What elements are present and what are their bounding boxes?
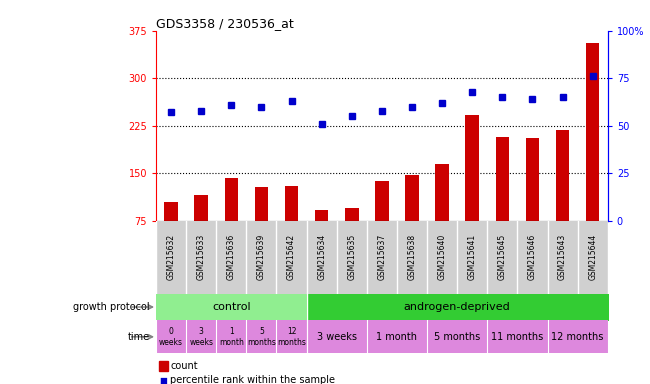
Bar: [367, 320, 427, 353]
Bar: [488, 221, 517, 294]
Bar: [436, 164, 449, 221]
Text: GSM215639: GSM215639: [257, 234, 266, 280]
Bar: [224, 179, 238, 221]
Text: GSM215635: GSM215635: [347, 234, 356, 280]
Text: growth protocol: growth protocol: [73, 302, 150, 312]
Bar: [586, 43, 599, 221]
Text: GSM215644: GSM215644: [588, 234, 597, 280]
Bar: [186, 221, 216, 294]
Bar: [488, 320, 547, 353]
Text: GSM215646: GSM215646: [528, 234, 537, 280]
Bar: [255, 187, 268, 221]
Text: 11 months: 11 months: [491, 332, 543, 342]
Bar: [246, 221, 276, 294]
Text: GDS3358 / 230536_at: GDS3358 / 230536_at: [156, 17, 294, 30]
Bar: [216, 221, 246, 294]
Text: GSM215636: GSM215636: [227, 234, 236, 280]
Bar: [556, 130, 569, 221]
Text: 12 months: 12 months: [551, 332, 604, 342]
Text: GSM215641: GSM215641: [468, 234, 476, 280]
Text: GSM215640: GSM215640: [437, 234, 447, 280]
Text: GSM215633: GSM215633: [197, 234, 205, 280]
Text: GSM215637: GSM215637: [378, 234, 386, 280]
Bar: [405, 175, 419, 221]
Text: time: time: [127, 332, 150, 342]
Bar: [246, 320, 276, 353]
Text: 1 month: 1 month: [376, 332, 417, 342]
Bar: [526, 139, 540, 221]
Bar: [547, 221, 578, 294]
Bar: [517, 221, 547, 294]
Bar: [375, 181, 389, 221]
Text: 3
weeks: 3 weeks: [189, 327, 213, 346]
Bar: [164, 202, 178, 221]
Bar: [397, 221, 427, 294]
Bar: [345, 208, 359, 221]
Bar: [276, 320, 307, 353]
Text: count: count: [170, 361, 198, 371]
Bar: [427, 221, 457, 294]
Bar: [465, 115, 479, 221]
Bar: [194, 195, 208, 221]
Bar: [427, 320, 488, 353]
Bar: [495, 137, 509, 221]
Text: GSM215632: GSM215632: [166, 234, 176, 280]
Bar: [457, 221, 488, 294]
Text: percentile rank within the sample: percentile rank within the sample: [170, 375, 335, 384]
Bar: [156, 320, 186, 353]
Text: control: control: [212, 302, 251, 312]
Text: 1
month: 1 month: [219, 327, 244, 346]
Bar: [547, 320, 608, 353]
Text: GSM215643: GSM215643: [558, 234, 567, 280]
Text: GSM215645: GSM215645: [498, 234, 507, 280]
Bar: [186, 320, 216, 353]
Text: GSM215634: GSM215634: [317, 234, 326, 280]
Bar: [216, 320, 246, 353]
Text: androgen-deprived: androgen-deprived: [404, 302, 510, 312]
Text: ■: ■: [159, 376, 167, 384]
Bar: [307, 221, 337, 294]
Text: GSM215638: GSM215638: [408, 234, 417, 280]
Bar: [307, 320, 367, 353]
Bar: [276, 221, 307, 294]
Text: 5
months: 5 months: [247, 327, 276, 346]
Text: GSM215642: GSM215642: [287, 234, 296, 280]
Text: 3 weeks: 3 weeks: [317, 332, 357, 342]
Text: 0
weeks: 0 weeks: [159, 327, 183, 346]
Text: 5 months: 5 months: [434, 332, 480, 342]
Bar: [285, 186, 298, 221]
Text: 12
months: 12 months: [277, 327, 306, 346]
Bar: [315, 210, 328, 221]
Bar: [578, 221, 608, 294]
Bar: [367, 221, 397, 294]
Bar: [337, 221, 367, 294]
Bar: [156, 221, 186, 294]
